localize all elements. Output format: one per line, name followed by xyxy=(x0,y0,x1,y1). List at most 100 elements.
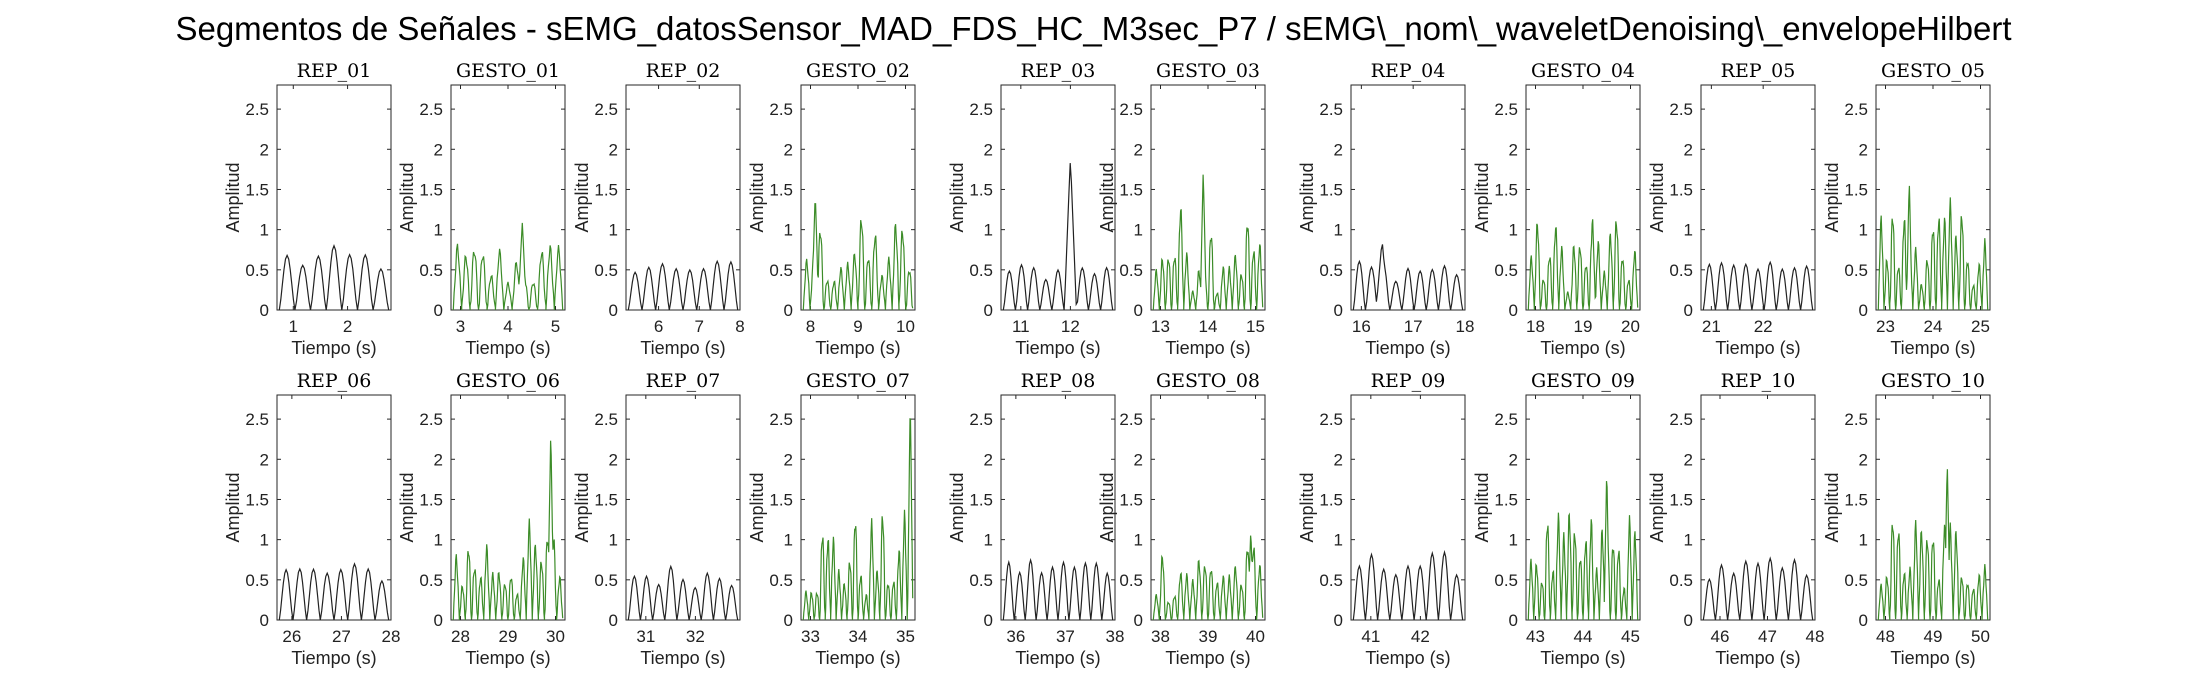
y-tick-label: 2 xyxy=(1334,140,1343,159)
subplot-rep-03: REP_03 0 0.5 1 1.5 2 2.5 11 12 Tiempo (s) Amplitud xyxy=(947,60,1116,358)
y-axis-label: Amplitud xyxy=(1297,472,1317,542)
y-axis-label: Amplitud xyxy=(747,162,767,232)
x-tick-label: 24 xyxy=(1924,317,1943,336)
x-axis-label: Tiempo (s) xyxy=(1015,338,1100,358)
y-tick-label: 0.5 xyxy=(1844,571,1868,590)
y-tick-label: 2.5 xyxy=(419,410,443,429)
x-tick-label: 16 xyxy=(1352,317,1371,336)
y-tick-label: 0 xyxy=(1334,301,1343,320)
y-tick-label: 2 xyxy=(1334,450,1343,469)
y-tick-label: 1 xyxy=(984,531,993,550)
x-tick-label: 6 xyxy=(654,317,663,336)
y-tick-label: 0 xyxy=(260,301,269,320)
y-tick-label: 1.5 xyxy=(769,180,793,199)
subplot-title: GESTO_10 xyxy=(1881,370,1985,392)
y-tick-label: 1 xyxy=(1509,221,1518,240)
x-axis-label: Tiempo (s) xyxy=(815,338,900,358)
axes-frame xyxy=(625,84,741,311)
y-tick-label: 1 xyxy=(1134,531,1143,550)
y-tick-label: 0 xyxy=(260,611,269,630)
subplot-title: REP_07 xyxy=(646,370,721,392)
y-tick-label: 2.5 xyxy=(1844,100,1868,119)
subplot-gesto-02: GESTO_02 0 0.5 1 1.5 2 2.5 8 9 10 Tiempo (s) Amplit… xyxy=(747,60,916,358)
y-tick-label: 1 xyxy=(1134,221,1143,240)
axes-frame xyxy=(276,394,392,621)
y-tick-label: 2 xyxy=(1859,140,1868,159)
y-tick-label: 1.5 xyxy=(1119,490,1143,509)
subplot-rep-06: REP_06 0 0.5 1 1.5 2 2.5 26 27 28 Tiempo (s) Amplit… xyxy=(223,370,400,668)
x-tick-label: 27 xyxy=(332,627,351,646)
signal-line-rep xyxy=(627,564,739,621)
y-tick-label: 1.5 xyxy=(594,490,618,509)
y-tick-label: 0.5 xyxy=(1119,571,1143,590)
figure-title: Segmentos de Señales - sEMG_datosSensor_… xyxy=(175,10,2012,47)
signal-line-gesto xyxy=(1877,469,1989,621)
subplot-title: GESTO_06 xyxy=(456,370,560,392)
subplot-rep-08: REP_08 0 0.5 1 1.5 2 2.5 36 37 38 Tiempo (s) Amplit… xyxy=(947,370,1124,668)
x-axis-label: Tiempo (s) xyxy=(1540,648,1625,668)
subplot-gesto-05: GESTO_05 0 0.5 1 1.5 2 2.5 23 24 25 Tiempo (s) Ampl… xyxy=(1822,60,1991,358)
signal-line-rep xyxy=(1002,557,1114,621)
x-tick-label: 50 xyxy=(1971,627,1990,646)
subplot-gesto-07: GESTO_07 0 0.5 1 1.5 2 2.5 33 34 35 Tiempo (s) Ampl… xyxy=(747,370,916,668)
y-tick-label: 2 xyxy=(1134,450,1143,469)
x-tick-label: 20 xyxy=(1621,317,1640,336)
x-tick-label: 5 xyxy=(551,317,560,336)
subplot-gesto-08: GESTO_08 0 0.5 1 1.5 2 2.5 38 39 40 Tiempo (s) Ampl… xyxy=(1097,370,1266,668)
y-tick-label: 0.5 xyxy=(969,571,993,590)
y-tick-label: 1.5 xyxy=(1494,490,1518,509)
signal-line-gesto xyxy=(802,418,914,621)
axes-frame xyxy=(450,394,566,621)
y-tick-label: 2.5 xyxy=(969,100,993,119)
subplot-title: GESTO_01 xyxy=(456,60,560,82)
y-tick-label: 1.5 xyxy=(245,180,269,199)
subplot-title: GESTO_02 xyxy=(806,60,910,82)
y-tick-label: 0 xyxy=(1134,611,1143,630)
x-tick-label: 25 xyxy=(1971,317,1990,336)
x-tick-label: 43 xyxy=(1526,627,1545,646)
y-tick-label: 2 xyxy=(1684,450,1693,469)
y-tick-label: 2 xyxy=(260,140,269,159)
subplot-title: REP_03 xyxy=(1021,60,1096,82)
x-axis-label: Tiempo (s) xyxy=(1015,648,1100,668)
y-tick-label: 1.5 xyxy=(1844,490,1868,509)
y-tick-label: 0 xyxy=(1859,301,1868,320)
x-axis-label: Tiempo (s) xyxy=(640,648,725,668)
y-tick-label: 1.5 xyxy=(1669,490,1693,509)
y-tick-label: 2 xyxy=(260,450,269,469)
y-axis-label: Amplitud xyxy=(1297,162,1317,232)
signal-line-gesto xyxy=(1527,481,1639,621)
y-tick-label: 2.5 xyxy=(1669,100,1693,119)
x-axis-label: Tiempo (s) xyxy=(1715,338,1800,358)
axes-frame xyxy=(625,394,741,621)
x-tick-label: 18 xyxy=(1456,317,1475,336)
y-tick-label: 0 xyxy=(1509,611,1518,630)
subplot-title: REP_05 xyxy=(1721,60,1796,82)
y-tick-label: 2.5 xyxy=(1119,410,1143,429)
x-tick-label: 13 xyxy=(1151,317,1170,336)
x-tick-label: 38 xyxy=(1151,627,1170,646)
y-tick-label: 0.5 xyxy=(1844,261,1868,280)
y-tick-label: 0.5 xyxy=(769,571,793,590)
signal-line-gesto xyxy=(1527,219,1639,311)
signal-line-gesto xyxy=(802,203,914,311)
subplot-gesto-03: GESTO_03 0 0.5 1 1.5 2 2.5 13 14 15 Tiempo (s) Ampl… xyxy=(1097,60,1266,358)
y-tick-label: 2 xyxy=(434,140,443,159)
subplot-title: GESTO_09 xyxy=(1531,370,1635,392)
y-tick-label: 0 xyxy=(1134,301,1143,320)
y-tick-label: 0 xyxy=(434,611,443,630)
y-axis-label: Amplitud xyxy=(1097,472,1117,542)
x-axis-label: Tiempo (s) xyxy=(1365,338,1450,358)
subplot-gesto-06: GESTO_06 0 0.5 1 1.5 2 2.5 28 29 30 Tiempo (s) Ampl… xyxy=(397,370,566,668)
x-tick-label: 7 xyxy=(695,317,704,336)
y-tick-label: 2.5 xyxy=(969,410,993,429)
y-tick-label: 1.5 xyxy=(769,490,793,509)
y-tick-label: 2.5 xyxy=(1844,410,1868,429)
x-tick-label: 22 xyxy=(1754,317,1773,336)
y-tick-label: 0 xyxy=(1334,611,1343,630)
y-tick-label: 0.5 xyxy=(1319,261,1343,280)
y-tick-label: 1.5 xyxy=(1669,180,1693,199)
y-tick-label: 2 xyxy=(434,450,443,469)
y-tick-label: 1 xyxy=(609,531,618,550)
y-axis-label: Amplitud xyxy=(397,472,417,542)
